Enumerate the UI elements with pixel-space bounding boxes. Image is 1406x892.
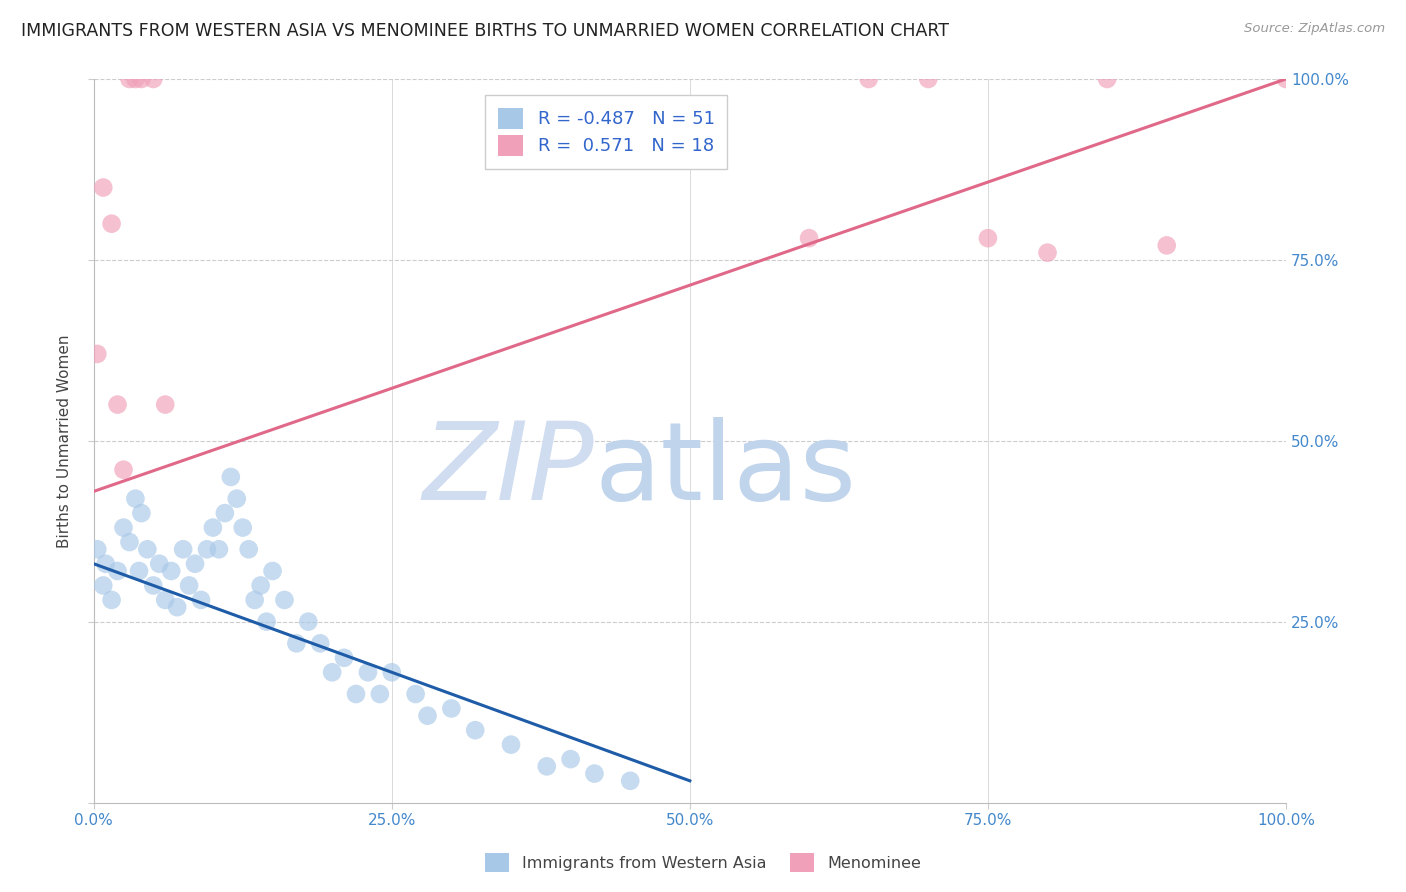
Point: [560, 752, 582, 766]
Point: [177, 578, 200, 592]
Point: [285, 636, 308, 650]
Point: [136, 542, 159, 557]
Legend: R = -0.487   N = 51, R =  0.571   N = 18: R = -0.487 N = 51, R = 0.571 N = 18: [485, 95, 727, 169]
Point: [440, 701, 463, 715]
Point: [107, 398, 129, 412]
Point: [381, 665, 404, 680]
Point: [225, 491, 247, 506]
Point: [86, 542, 108, 557]
Point: [155, 398, 177, 412]
Point: [297, 615, 319, 629]
Point: [166, 600, 188, 615]
Text: Source: ZipAtlas.com: Source: ZipAtlas.com: [1244, 22, 1385, 36]
Point: [333, 650, 356, 665]
Point: [86, 347, 108, 361]
Point: [249, 578, 271, 592]
Point: [309, 636, 332, 650]
Y-axis label: Births to Unmarried Women: Births to Unmarried Women: [58, 334, 72, 548]
Point: [94, 557, 117, 571]
Point: [201, 520, 224, 534]
Point: [464, 723, 486, 738]
Point: [148, 557, 170, 571]
Point: [619, 773, 641, 788]
Point: [917, 72, 939, 87]
Text: ZIP: ZIP: [423, 417, 595, 522]
Point: [91, 578, 114, 592]
Point: [112, 463, 135, 477]
Point: [977, 231, 1000, 245]
Point: [321, 665, 343, 680]
Point: [131, 72, 153, 87]
Point: [208, 542, 231, 557]
Point: [243, 593, 266, 607]
Point: [100, 217, 122, 231]
Point: [172, 542, 194, 557]
Point: [256, 615, 278, 629]
Point: [112, 520, 135, 534]
Text: IMMIGRANTS FROM WESTERN ASIA VS MENOMINEE BIRTHS TO UNMARRIED WOMEN CORRELATION : IMMIGRANTS FROM WESTERN ASIA VS MENOMINE…: [21, 22, 949, 40]
Point: [1036, 245, 1059, 260]
Point: [1275, 72, 1298, 87]
Point: [219, 470, 242, 484]
Point: [91, 180, 114, 194]
Point: [118, 72, 141, 87]
Point: [107, 564, 129, 578]
Text: atlas: atlas: [595, 417, 856, 523]
Point: [499, 738, 522, 752]
Point: [1095, 72, 1118, 87]
Point: [344, 687, 367, 701]
Point: [536, 759, 558, 773]
Point: [232, 520, 254, 534]
Legend: Immigrants from Western Asia, Menominee: Immigrants from Western Asia, Menominee: [477, 845, 929, 880]
Point: [416, 708, 439, 723]
Point: [124, 491, 146, 506]
Point: [155, 593, 177, 607]
Point: [100, 593, 122, 607]
Point: [583, 766, 606, 780]
Point: [142, 578, 165, 592]
Point: [184, 557, 207, 571]
Point: [128, 564, 150, 578]
Point: [858, 72, 880, 87]
Point: [262, 564, 284, 578]
Point: [142, 72, 165, 87]
Point: [160, 564, 183, 578]
Point: [214, 506, 236, 520]
Point: [190, 593, 212, 607]
Point: [131, 506, 153, 520]
Point: [797, 231, 820, 245]
Point: [1156, 238, 1178, 252]
Point: [368, 687, 391, 701]
Point: [405, 687, 427, 701]
Point: [357, 665, 380, 680]
Point: [195, 542, 218, 557]
Point: [238, 542, 260, 557]
Point: [124, 72, 146, 87]
Point: [273, 593, 295, 607]
Point: [118, 535, 141, 549]
